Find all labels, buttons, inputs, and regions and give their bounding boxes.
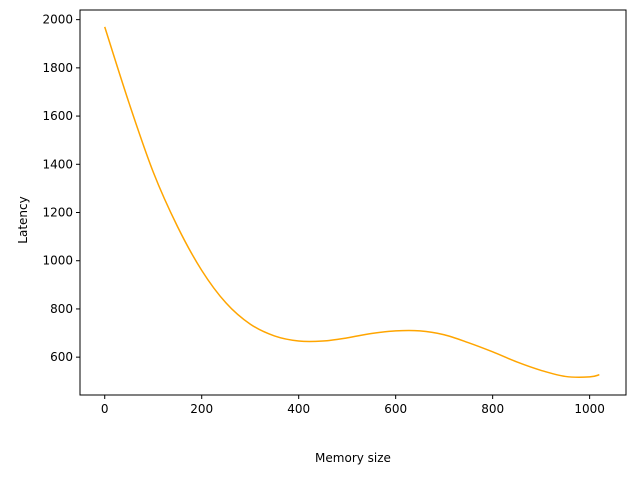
plot-frame (79, 9, 627, 396)
y-tick-label: 1000 (42, 254, 73, 268)
y-tick-label: 1600 (42, 109, 73, 123)
y-tick-label: 1800 (42, 61, 73, 75)
series-line-0 (104, 26, 600, 378)
y-tick-label: 800 (50, 302, 73, 316)
y-axis-label: Latency (16, 196, 30, 243)
x-tick-label: 200 (190, 402, 213, 416)
x-tick-label: 0 (101, 402, 109, 416)
plot-area (104, 26, 600, 378)
y-tick-label: 1200 (42, 206, 73, 220)
y-tick-label: 600 (50, 350, 73, 364)
x-axis-label: Memory size (315, 451, 391, 465)
x-tick-label: 600 (384, 402, 407, 416)
y-tick-label: 1400 (42, 157, 73, 171)
x-tick-label: 400 (287, 402, 310, 416)
x-axis-ticks: 0 200 400 600 800 1000 (101, 395, 605, 416)
y-axis-ticks: 600 800 1000 1200 1400 1600 1800 2000 (42, 13, 80, 364)
y-tick-label: 2000 (42, 13, 73, 27)
x-tick-label: 1000 (574, 402, 605, 416)
x-tick-label: 800 (481, 402, 504, 416)
